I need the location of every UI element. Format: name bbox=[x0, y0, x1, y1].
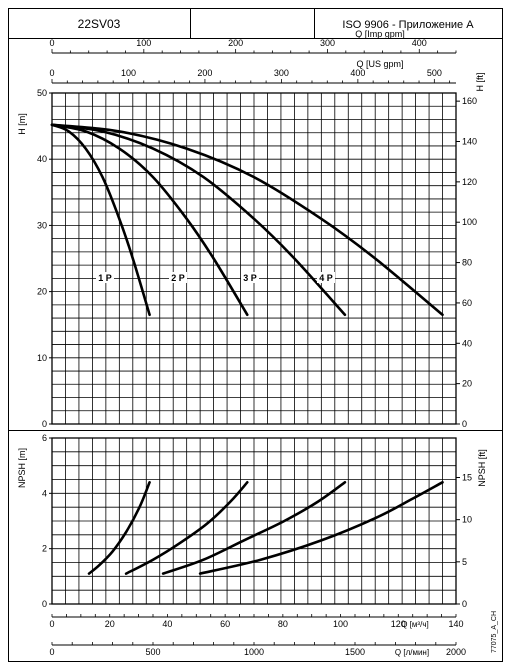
top-axis-tick-label: 200 bbox=[228, 38, 243, 48]
y-right-tick-label: 160 bbox=[462, 96, 477, 106]
top-axis-tick-label: 100 bbox=[121, 68, 136, 78]
y-right-tick-label: 10 bbox=[462, 515, 472, 525]
series-label-1p: 1 P bbox=[98, 273, 112, 283]
series-label-2p: 2 P bbox=[171, 273, 185, 283]
standard-label: ISO 9906 - Приложение A bbox=[342, 19, 474, 31]
series-label-bg bbox=[169, 272, 187, 283]
y-tick-label: 0 bbox=[42, 599, 47, 609]
top-axis-tick-label: 400 bbox=[350, 68, 365, 78]
bottom-axis-label: Q [л/мин] bbox=[395, 648, 429, 657]
y-tick-label: 6 bbox=[42, 433, 47, 443]
head-y-axis-title: H [m] bbox=[17, 113, 27, 135]
model-label: 22SV03 bbox=[78, 17, 121, 31]
top-axis-tick-label: 0 bbox=[49, 38, 54, 48]
top-axis-label: Q [US gpm] bbox=[356, 59, 403, 69]
chart-series bbox=[50, 123, 444, 575]
bottom-axis-tick-label: 0 bbox=[49, 619, 54, 629]
bottom-axis-tick-label: 20 bbox=[105, 619, 115, 629]
top-axis-tick-label: 400 bbox=[412, 38, 427, 48]
top-axis-tick-label: 100 bbox=[136, 38, 151, 48]
bottom-axis-label: Q [м³/ч] bbox=[401, 620, 428, 629]
series-label-bg bbox=[317, 272, 335, 283]
y-right-tick-label: 80 bbox=[462, 258, 472, 268]
head-curve-4p bbox=[50, 123, 444, 317]
y-right-tick-label: 120 bbox=[462, 177, 477, 187]
bottom-axis-tick-label: 120 bbox=[391, 619, 406, 629]
bottom-axis-tick-label: 0 bbox=[49, 647, 54, 657]
figure-code: 77075_A_CH bbox=[491, 611, 498, 653]
series-label-bg bbox=[96, 272, 114, 283]
y-right-tick-label: 20 bbox=[462, 379, 472, 389]
chart-text: 22SV03 ISO 9906 - Приложение A0 100 200 300 4… bbox=[17, 17, 498, 657]
y-tick-label: 50 bbox=[37, 88, 47, 98]
y-tick-label: 10 bbox=[37, 353, 47, 363]
y-tick-label: 2 bbox=[42, 544, 47, 554]
y-tick-label: 4 bbox=[42, 488, 47, 498]
npsh-curve-2 bbox=[124, 481, 249, 575]
npsh-curve-1 bbox=[87, 481, 151, 575]
y-right-tick-label: 0 bbox=[462, 599, 467, 609]
npsh-curve-4 bbox=[198, 481, 444, 575]
bottom-axis-tick-label: 100 bbox=[333, 619, 348, 629]
y-right-tick-label: 40 bbox=[462, 338, 472, 348]
bottom-axis-tick-label: 1000 bbox=[244, 647, 264, 657]
npsh-y-axis-title: NPSH [m] bbox=[17, 448, 27, 488]
y-right-tick-label: 0 bbox=[462, 419, 467, 429]
head-y-right-axis-title: H [ft] bbox=[475, 72, 485, 91]
top-axis-tick-label: 300 bbox=[274, 68, 289, 78]
npsh-curve-3 bbox=[161, 481, 347, 575]
bottom-axis-tick-label: 500 bbox=[145, 647, 160, 657]
head-curve-2p bbox=[50, 123, 249, 317]
bottom-axis-tick-label: 2000 bbox=[446, 647, 466, 657]
top-axis-label: Q [Imp gpm] bbox=[355, 29, 405, 39]
bottom-axis-tick-label: 80 bbox=[278, 619, 288, 629]
y-right-tick-label: 140 bbox=[462, 137, 477, 147]
y-right-tick-label: 5 bbox=[462, 557, 467, 567]
outer-frame bbox=[8, 8, 503, 662]
top-axis-tick-label: 0 bbox=[49, 68, 54, 78]
bottom-axis-tick-label: 60 bbox=[220, 619, 230, 629]
head-curve-3p bbox=[50, 123, 347, 317]
y-right-tick-label: 60 bbox=[462, 298, 472, 308]
chart-axes bbox=[49, 49, 460, 646]
chart-grid bbox=[51, 92, 457, 605]
top-axis-tick-label: 200 bbox=[197, 68, 212, 78]
y-tick-label: 30 bbox=[37, 220, 47, 230]
bottom-axis-tick-label: 140 bbox=[448, 619, 463, 629]
y-tick-label: 40 bbox=[37, 154, 47, 164]
bottom-axis-tick-label: 1500 bbox=[345, 647, 365, 657]
series-label-bg bbox=[241, 272, 259, 283]
bottom-axis-tick-label: 40 bbox=[162, 619, 172, 629]
y-right-tick-label: 100 bbox=[462, 217, 477, 227]
y-tick-label: 0 bbox=[42, 419, 47, 429]
series-label-4p: 4 P bbox=[319, 273, 333, 283]
top-axis-tick-label: 500 bbox=[427, 68, 442, 78]
y-right-tick-label: 15 bbox=[462, 473, 472, 483]
series-label-3p: 3 P bbox=[243, 273, 257, 283]
y-tick-label: 20 bbox=[37, 287, 47, 297]
top-axis-tick-label: 300 bbox=[320, 38, 335, 48]
head-curve-1p bbox=[50, 123, 151, 317]
npsh-y-right-axis-title: NPSH [ft] bbox=[477, 449, 487, 487]
